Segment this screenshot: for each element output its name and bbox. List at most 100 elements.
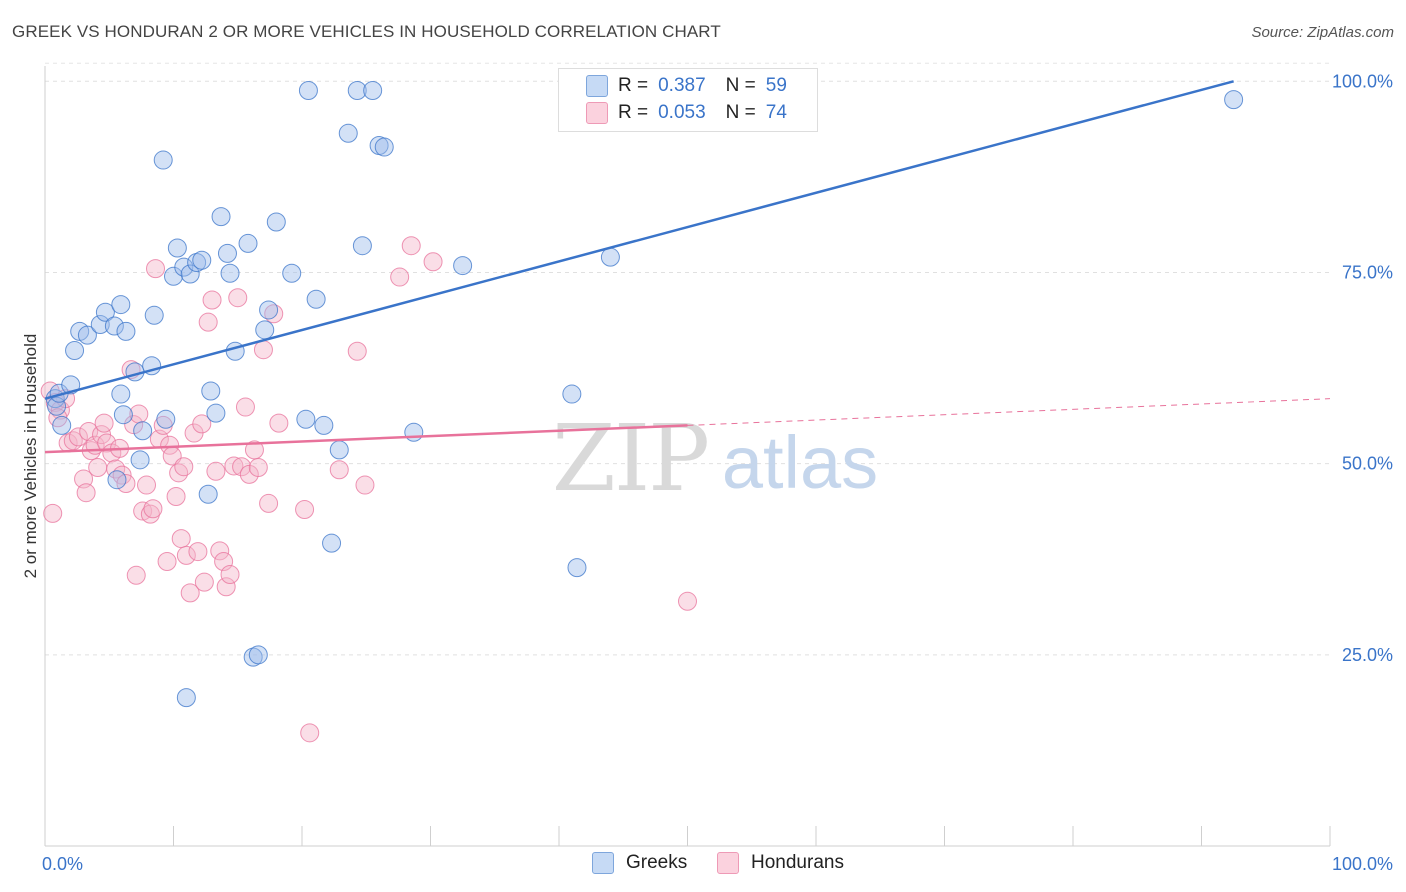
honduran-points: [40, 236, 697, 743]
honduran-point-3: [50, 400, 70, 420]
tick-labels: 25.0% 50.0% 75.0% 100.0% 0.0% 100.0%: [42, 71, 1393, 874]
greek-point-50: [347, 80, 367, 100]
y-tick-label-1: 50.0%: [1342, 454, 1393, 474]
legend-n-value: 74: [765, 102, 787, 123]
greek-point-31: [206, 403, 226, 423]
greek-point-21: [153, 150, 173, 170]
greek-point-30: [201, 381, 221, 401]
legend-r-value: 0.387: [658, 75, 706, 96]
y-tick-label-0: 25.0%: [1342, 645, 1393, 665]
greek-point-39: [255, 320, 275, 340]
honduran-point-50: [216, 577, 236, 597]
honduran-point-61: [264, 304, 284, 324]
greek-point-45: [306, 289, 326, 309]
watermark-atlas: atlas: [722, 421, 878, 504]
honduran-point-58: [248, 457, 268, 477]
honduran-point-59: [253, 340, 273, 360]
honduran-point-60: [259, 493, 279, 513]
greek-point-52: [363, 80, 383, 100]
honduran-point-64: [300, 723, 320, 743]
legend-r-label: R =: [618, 75, 649, 96]
honduran-point-71: [678, 591, 697, 611]
legend-swatch-hondurans: [586, 102, 608, 124]
greek-point-3: [52, 415, 72, 435]
honduran-point-47: [206, 461, 226, 481]
greek-point-56: [453, 256, 473, 276]
greek-point-27: [187, 253, 207, 273]
honduran-point-38: [174, 457, 194, 477]
honduran-point-73: [76, 483, 96, 503]
greek-point-12: [116, 321, 136, 341]
y-tick-label-2: 75.0%: [1342, 262, 1393, 282]
legend-r-value: 0.053: [658, 102, 706, 123]
greek-point-28: [192, 250, 212, 270]
greek-point-14: [113, 405, 133, 425]
honduran-point-63: [295, 500, 315, 520]
greek-point-59: [600, 247, 620, 267]
honduran-point-15: [97, 433, 117, 453]
x-tick-label-right: 100.0%: [1332, 854, 1393, 874]
honduran-point-27: [140, 504, 160, 524]
honduran-point-42: [188, 542, 208, 562]
honduran-point-62: [269, 413, 289, 433]
greek-point-57: [562, 384, 582, 404]
watermark: ZIP atlas: [552, 405, 878, 512]
axes: [44, 66, 1331, 847]
honduran-point-39: [176, 545, 196, 565]
greek-point-62: [176, 688, 196, 708]
legend-row-hondurans: R = 0.053 N = 74: [586, 102, 787, 124]
greek-point-36: [238, 233, 258, 253]
greek-point-18: [133, 421, 153, 441]
legend-n-value: 59: [765, 75, 787, 96]
greek-trend-line: [44, 80, 1234, 400]
honduran-point-67: [355, 475, 375, 495]
honduran-trend-extension: [687, 398, 1331, 426]
series-legend-hondurans[interactable]: Hondurans: [717, 852, 844, 874]
greek-point-41: [266, 212, 286, 232]
series-swatch-greeks: [592, 852, 614, 874]
greek-point-17: [130, 450, 150, 470]
greek-point-22: [156, 409, 176, 429]
honduran-point-7: [68, 427, 88, 447]
honduran-point-69: [401, 236, 421, 256]
series-legend-greeks[interactable]: Greeks: [592, 852, 687, 874]
honduran-point-32: [157, 552, 177, 572]
greek-point-5: [65, 340, 85, 360]
honduran-point-35: [166, 487, 186, 507]
greek-point-44: [296, 409, 316, 429]
legend-swatch-greeks: [586, 75, 608, 97]
series-legend: Greeks Hondurans: [0, 852, 1406, 878]
honduran-point-1: [43, 503, 63, 523]
series-swatch-hondurans: [717, 852, 739, 874]
honduran-point-55: [235, 397, 255, 417]
honduran-point-37: [171, 529, 191, 549]
series-label-greeks: Greeks: [626, 852, 688, 873]
greek-point-37: [243, 647, 263, 667]
honduran-point-40: [180, 583, 200, 603]
honduran-point-43: [192, 414, 212, 434]
greek-point-26: [180, 264, 200, 284]
greek-point-61: [1224, 90, 1244, 110]
greek-point-33: [217, 243, 237, 263]
greek-point-49: [338, 123, 358, 143]
watermark-zip: ZIP: [552, 405, 708, 512]
honduran-point-29: [146, 259, 166, 279]
honduran-point-26: [137, 475, 157, 495]
greek-point-24: [167, 238, 187, 258]
greek-point-51: [352, 236, 372, 256]
y-tick-label-3: 100.0%: [1332, 71, 1393, 91]
legend-n-label: N =: [725, 75, 756, 96]
honduran-point-53: [228, 288, 248, 308]
greek-point-9: [95, 302, 115, 322]
greek-point-55: [404, 422, 424, 442]
honduran-point-23: [126, 565, 146, 585]
honduran-point-14: [94, 413, 114, 433]
greek-point-38: [248, 645, 268, 665]
honduran-trend-line: [44, 424, 688, 454]
x-tick-label-left: 0.0%: [42, 854, 83, 874]
legend-r-label: R =: [618, 102, 649, 123]
correlation-legend: R = 0.387 N = 59 R = 0.053 N = 74: [558, 68, 818, 132]
honduran-point-12: [88, 457, 108, 477]
greek-point-34: [220, 263, 240, 283]
